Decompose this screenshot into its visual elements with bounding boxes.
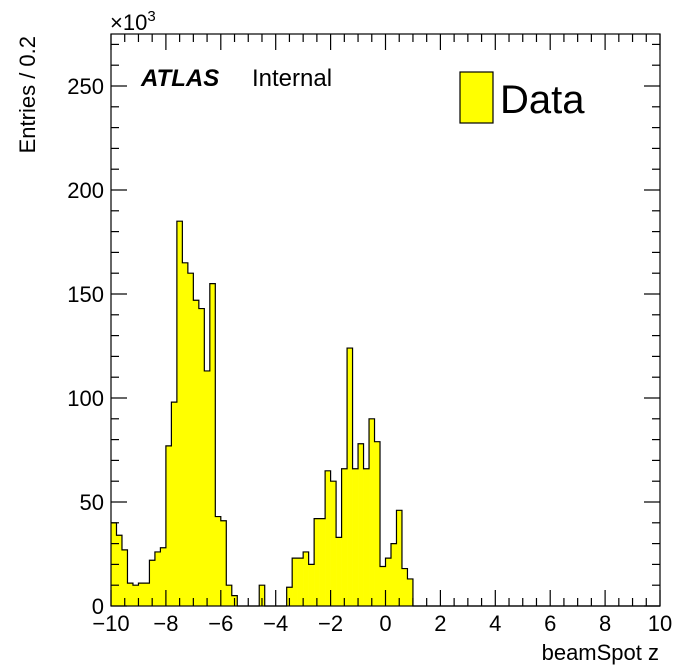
histogram-bin (396, 510, 403, 606)
y-tick-labels: 0 50 100 150 200 250 (67, 74, 104, 619)
y-tick-label: 100 (67, 386, 104, 411)
histogram-bin (127, 583, 134, 606)
histogram-bin (198, 308, 205, 606)
histogram-bin (358, 443, 364, 606)
axis-ticks (110, 34, 661, 607)
histogram-bin (341, 468, 348, 606)
histogram-bin (336, 537, 342, 606)
x-tick-label: −6 (208, 611, 233, 636)
legend-swatch (459, 71, 494, 124)
histogram-bin (297, 558, 304, 606)
x-tick-label: 0 (379, 611, 391, 636)
x-tick-label: 10 (648, 611, 672, 636)
histogram-bin (314, 518, 320, 606)
x-axis-title: beamSpot z (542, 640, 659, 665)
histogram-bin (143, 583, 150, 606)
histogram-bin (193, 300, 200, 606)
histogram-bin (138, 583, 145, 606)
x-tick-label: −4 (263, 611, 288, 636)
histogram-bin (171, 402, 178, 606)
histogram-bin (165, 445, 172, 606)
histogram-bin (182, 262, 189, 606)
x-tick-label: −8 (153, 611, 178, 636)
histogram-bin (176, 221, 183, 606)
histogram-bin (204, 370, 211, 606)
x-tick-label: 2 (434, 611, 446, 636)
histogram-bin (226, 585, 233, 606)
histogram-bin (259, 585, 266, 606)
histogram-bin (308, 564, 315, 606)
histogram-bars (111, 221, 414, 606)
x-tick-label: −10 (92, 611, 129, 636)
y-tick-label: 200 (67, 178, 104, 203)
histogram-bin (132, 585, 139, 606)
x-tick-label: 6 (544, 611, 556, 636)
x-tick-label: −2 (318, 611, 343, 636)
histogram-bin (390, 543, 397, 606)
histogram-bin (363, 468, 370, 606)
legend-entry-data: Data (500, 78, 585, 122)
histogram-bin (286, 587, 293, 606)
histogram-bin (209, 283, 216, 606)
histogram-bin (347, 348, 353, 606)
histogram-bin (352, 468, 359, 606)
histogram-bin (385, 558, 392, 606)
histogram-bin (401, 568, 408, 606)
y-multiplier-label: ×103 (110, 8, 156, 35)
histogram-bin (319, 518, 326, 606)
x-tick-labels: −10 −8 −6 −4 −2 0 2 4 6 8 10 (92, 611, 672, 636)
histogram-bin (374, 441, 381, 606)
x-tick-label: 4 (489, 611, 501, 636)
histogram-bin (325, 470, 331, 606)
histogram-bin (292, 558, 298, 606)
y-tick-label: 50 (80, 490, 104, 515)
histogram-bin (220, 520, 227, 606)
histogram-bin (330, 481, 337, 606)
y-tick-label: 250 (67, 74, 104, 99)
histogram-bin (187, 273, 194, 606)
x-tick-label: 8 (599, 611, 611, 636)
histogram-bin (154, 551, 161, 606)
atlas-label: ATLAS (140, 65, 219, 92)
y-tick-label: 150 (67, 282, 104, 307)
histogram-bin (215, 516, 222, 606)
atlas-status-label: Internal (252, 65, 332, 92)
histogram-bin (121, 549, 128, 606)
y-tick-label: 0 (92, 594, 104, 619)
histogram-bin (116, 535, 123, 606)
histogram-bin (369, 418, 375, 606)
histogram-bin (407, 578, 414, 606)
histogram-bin (380, 566, 386, 606)
histogram-bin (303, 551, 309, 606)
y-axis-title: Entries / 0.2 (15, 36, 40, 153)
histogram-bin (149, 560, 156, 606)
histogram-bin (160, 547, 167, 606)
